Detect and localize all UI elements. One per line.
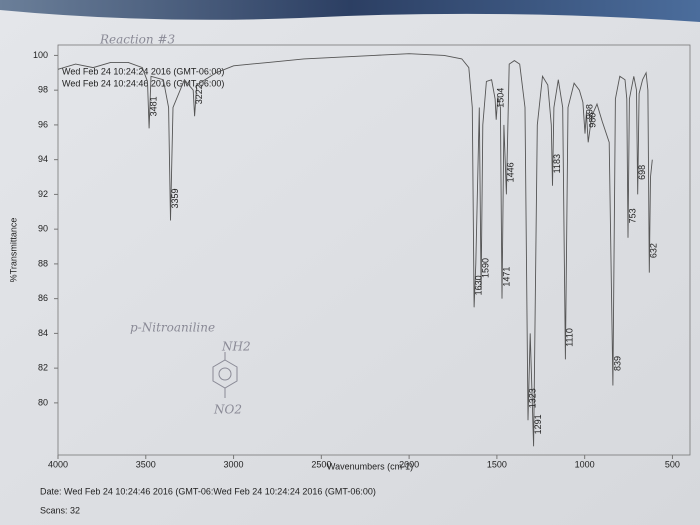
- y-tick-label: 80: [38, 397, 48, 407]
- peak-label: 998: [584, 104, 594, 119]
- y-axis-title: %Transmittance: [8, 218, 18, 283]
- x-tick-label: 3500: [136, 459, 156, 469]
- plot-frame: [57, 44, 691, 456]
- substituent-label: NO2: [213, 403, 242, 417]
- peak-label: 1590: [480, 258, 490, 278]
- x-axis-title: Wavenumbers (cm-1): [327, 461, 413, 471]
- subtitle: Wed Feb 24 10:24:46 2016 (GMT-06:00): [62, 78, 224, 88]
- chart-title: Reaction #3: [99, 33, 175, 47]
- x-tick-label: 1500: [487, 459, 507, 469]
- y-tick-label: 94: [38, 154, 48, 164]
- footer-date: Date: Wed Feb 24 10:24:46 2016 (GMT-06:W…: [40, 486, 376, 496]
- y-tick-label: 100: [33, 50, 48, 60]
- x-tick-label: 500: [665, 459, 680, 469]
- y-tick-label: 98: [38, 85, 48, 95]
- compound-name: p-Nitroaniline: [130, 321, 215, 335]
- peak-label: 1323: [527, 388, 537, 408]
- background-band: [0, 0, 700, 22]
- peak-label: 1110: [565, 328, 575, 347]
- x-tick-label: 1000: [575, 459, 595, 469]
- spectrum-line: [57, 53, 653, 447]
- peak-label: 3481: [148, 96, 158, 116]
- y-tick-label: 86: [38, 293, 48, 303]
- peak-label: 1630: [473, 275, 483, 295]
- substituent-label: NH2: [221, 340, 251, 354]
- peak-label: 753: [627, 208, 637, 223]
- x-tick-label: 4000: [48, 459, 68, 469]
- peak-label: 839: [612, 356, 622, 371]
- subtitle: Wed Feb 24 10:24:24 2016 (GMT-06:00): [62, 66, 224, 76]
- peak-label: 698: [637, 165, 647, 180]
- peak-label: 1446: [506, 162, 516, 182]
- x-tick-label: 2000: [399, 459, 419, 469]
- footer-scans: Scans: 32: [40, 505, 80, 515]
- x-tick-label: 3000: [224, 459, 244, 469]
- y-tick-label: 92: [38, 189, 48, 199]
- peak-label: 1183: [552, 154, 562, 173]
- y-tick-label: 96: [38, 119, 48, 129]
- peak-label: 3359: [170, 188, 180, 208]
- y-tick-label: 88: [38, 258, 48, 268]
- y-tick-label: 84: [38, 328, 48, 338]
- ring-circle: [218, 367, 232, 381]
- peak-label: 3222: [194, 84, 204, 104]
- peak-label: 1291: [533, 414, 543, 434]
- peak-label: 632: [649, 243, 659, 258]
- peak-label: 980: [588, 113, 598, 128]
- x-tick-label: 2500: [311, 459, 331, 469]
- peak-label: 1504: [496, 88, 506, 108]
- y-tick-label: 90: [38, 224, 48, 234]
- peak-label: 1471: [501, 267, 511, 287]
- y-tick-label: 82: [38, 363, 48, 373]
